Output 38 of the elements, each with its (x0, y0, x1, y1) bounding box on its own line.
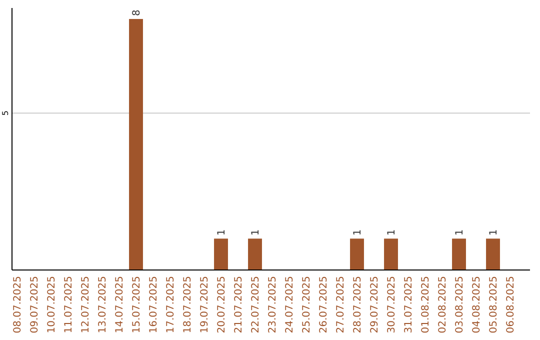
x-tick-label: 31.07.2025 (404, 276, 414, 334)
x-tick-label: 12.07.2025 (80, 276, 92, 334)
x-tick-label: 16.07.2025 (148, 276, 160, 334)
x-tick-label: 15.07.2025 (132, 276, 142, 334)
x-tick-label: 01.08.2025 (420, 276, 432, 334)
data-label: 1 (250, 229, 262, 236)
data-label: 1 (488, 229, 500, 236)
x-tick-label: 26.07.2025 (318, 276, 330, 334)
x-tick-label: 17.07.2025 (166, 276, 176, 334)
x-tick-label: 18.07.2025 (182, 276, 194, 334)
x-tick-label: 02.08.2025 (438, 276, 448, 334)
x-tick-label: 14.07.2025 (114, 276, 126, 334)
x-tick-label: 05.08.2025 (488, 276, 500, 334)
y-tick-label: 5 (1, 110, 10, 116)
data-label: 1 (216, 229, 228, 236)
x-tick-label: 11.07.2025 (64, 276, 74, 334)
x-tick-label: 30.07.2025 (386, 276, 398, 334)
x-tick-label: 25.07.2025 (302, 276, 312, 334)
x-tick-label: 21.07.2025 (234, 276, 244, 334)
x-tick-label: 09.07.2025 (30, 276, 40, 334)
x-tick-label: 08.07.2025 (12, 276, 24, 334)
x-tick-label: 22.07.2025 (250, 276, 262, 334)
data-label: 8 (132, 10, 142, 16)
x-tick-label: 29.07.2025 (370, 276, 380, 334)
x-tick-label: 04.08.2025 (472, 276, 482, 334)
data-label: 1 (454, 229, 466, 236)
x-tick-label: 13.07.2025 (98, 276, 108, 334)
data-label: 1 (352, 229, 364, 236)
x-tick-label: 06.08.2025 (506, 276, 516, 334)
data-label: 1 (386, 229, 398, 236)
x-tick-label: 03.08.2025 (454, 276, 466, 334)
x-tick-label: 23.07.2025 (268, 276, 278, 334)
x-tick-label: 24.07.2025 (284, 276, 296, 334)
x-tick-label: 27.07.2025 (336, 276, 346, 334)
x-tick-label: 10.07.2025 (46, 276, 58, 334)
x-tick-label: 20.07.2025 (216, 276, 228, 334)
x-tick-label: 28.07.2025 (352, 276, 364, 334)
x-tick-label: 19.07.2025 (200, 276, 210, 334)
